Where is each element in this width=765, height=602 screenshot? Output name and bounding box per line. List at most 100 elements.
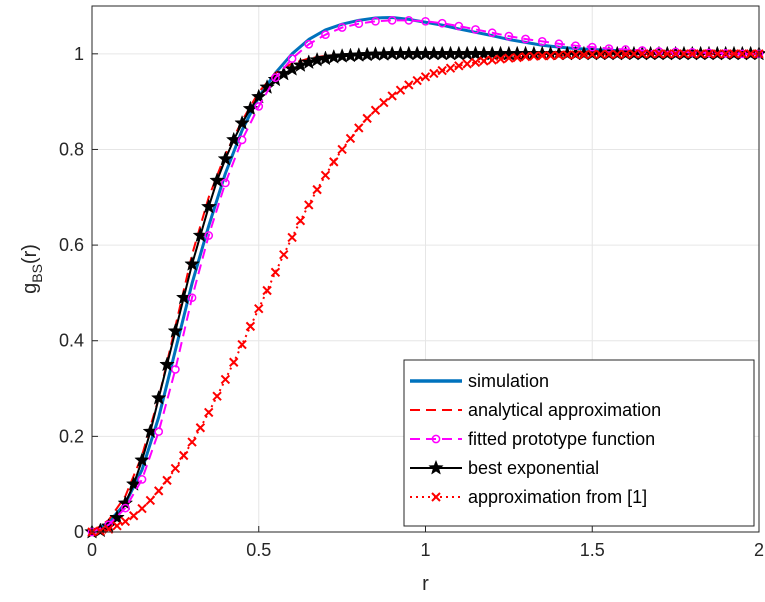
data-point bbox=[487, 28, 497, 38]
data-point bbox=[150, 389, 167, 405]
data-point bbox=[159, 356, 175, 372]
series-line bbox=[91, 19, 759, 533]
data-point bbox=[204, 407, 214, 418]
x-tick-label: 1.5 bbox=[580, 540, 605, 560]
data-point bbox=[629, 49, 639, 59]
data-point bbox=[545, 51, 556, 61]
data-point bbox=[337, 144, 347, 155]
data-point bbox=[120, 516, 131, 527]
data-point bbox=[470, 57, 481, 68]
data-point bbox=[337, 23, 347, 32]
y-tick-label: 0 bbox=[74, 522, 84, 542]
data-point bbox=[204, 231, 214, 240]
legend-entry: analytical approximation bbox=[410, 400, 661, 420]
data-point bbox=[729, 49, 739, 59]
data-point bbox=[362, 113, 372, 124]
y-axis-label: gBS(r) bbox=[19, 244, 45, 294]
data-point bbox=[471, 25, 480, 34]
x-tick-label: 0 bbox=[87, 540, 97, 560]
data-point bbox=[287, 232, 297, 243]
series-line bbox=[91, 52, 759, 533]
data-point bbox=[304, 39, 314, 49]
data-point bbox=[379, 97, 389, 108]
data-point bbox=[320, 170, 331, 180]
y-tick-label: 0.2 bbox=[59, 426, 84, 446]
y-tick-label: 0.6 bbox=[59, 235, 84, 255]
data-point bbox=[704, 49, 714, 59]
legend-entry: approximation from [1] bbox=[410, 487, 647, 507]
data-point bbox=[137, 475, 147, 484]
data-point bbox=[254, 303, 264, 314]
legend-box bbox=[403, 359, 755, 527]
data-point bbox=[520, 51, 531, 62]
data-point bbox=[537, 51, 547, 61]
legend-marker bbox=[431, 434, 441, 444]
x-tick-label: 0.5 bbox=[246, 540, 271, 560]
data-point bbox=[462, 59, 472, 69]
data-point bbox=[521, 34, 530, 44]
data-point bbox=[404, 15, 414, 25]
y-axis-label-tail: (r) bbox=[19, 244, 41, 264]
y-ticks: 0 0.2 0.4 0.6 0.8 1 bbox=[59, 44, 98, 542]
legend: simulation analytical approximation fitted… bbox=[403, 359, 755, 527]
data-point bbox=[745, 49, 756, 59]
legend-label: fitted prototype function bbox=[468, 429, 655, 449]
data-point bbox=[121, 503, 130, 513]
data-point bbox=[245, 321, 256, 332]
legend-label: simulation bbox=[468, 371, 549, 391]
data-point bbox=[117, 495, 134, 510]
data-point bbox=[220, 374, 231, 385]
data-point bbox=[234, 114, 250, 130]
data-point bbox=[671, 47, 680, 57]
series-approximation-from-1 bbox=[87, 49, 764, 537]
data-point bbox=[329, 157, 339, 167]
data-point bbox=[720, 49, 731, 59]
data-point bbox=[420, 72, 431, 82]
data-point bbox=[187, 293, 197, 303]
data-point bbox=[237, 339, 247, 350]
x-ticks: 0 0.5 1 1.5 2 bbox=[87, 526, 764, 560]
data-point bbox=[167, 322, 184, 338]
data-point bbox=[687, 48, 697, 57]
data-point bbox=[153, 486, 164, 496]
data-point bbox=[721, 48, 731, 58]
data-point bbox=[604, 44, 614, 53]
data-point bbox=[679, 49, 689, 59]
y-tick-label: 1 bbox=[74, 44, 84, 64]
data-point bbox=[587, 42, 597, 52]
data-point bbox=[412, 75, 422, 86]
data-point bbox=[737, 49, 747, 59]
data-point bbox=[495, 54, 506, 64]
svg-text:gBS(r): gBS(r) bbox=[19, 244, 45, 294]
legend-entry: fitted prototype function bbox=[410, 429, 655, 449]
data-point bbox=[354, 123, 364, 133]
data-point bbox=[529, 51, 539, 61]
data-point bbox=[262, 285, 272, 296]
data-point bbox=[200, 198, 217, 214]
data-point bbox=[445, 63, 456, 73]
data-point bbox=[387, 91, 397, 101]
data-point bbox=[437, 18, 447, 28]
y-axis-label-main: g bbox=[19, 283, 41, 294]
data-point bbox=[345, 133, 356, 144]
data-point bbox=[184, 256, 200, 271]
data-point bbox=[587, 49, 597, 60]
data-point bbox=[479, 56, 489, 66]
data-point bbox=[595, 49, 606, 60]
legend-marker bbox=[428, 459, 444, 475]
legend-label: analytical approximation bbox=[468, 400, 661, 420]
data-point bbox=[179, 450, 189, 461]
data-point bbox=[229, 357, 239, 367]
data-point bbox=[170, 463, 181, 474]
data-point bbox=[645, 49, 656, 59]
legend-entry: best exponential bbox=[410, 458, 599, 478]
data-point bbox=[562, 50, 572, 60]
data-point bbox=[254, 102, 264, 111]
data-point bbox=[512, 52, 522, 63]
data-point bbox=[187, 437, 197, 447]
data-point bbox=[687, 49, 698, 59]
data-point bbox=[354, 19, 364, 29]
data-point bbox=[221, 178, 230, 188]
data-point bbox=[662, 49, 672, 59]
